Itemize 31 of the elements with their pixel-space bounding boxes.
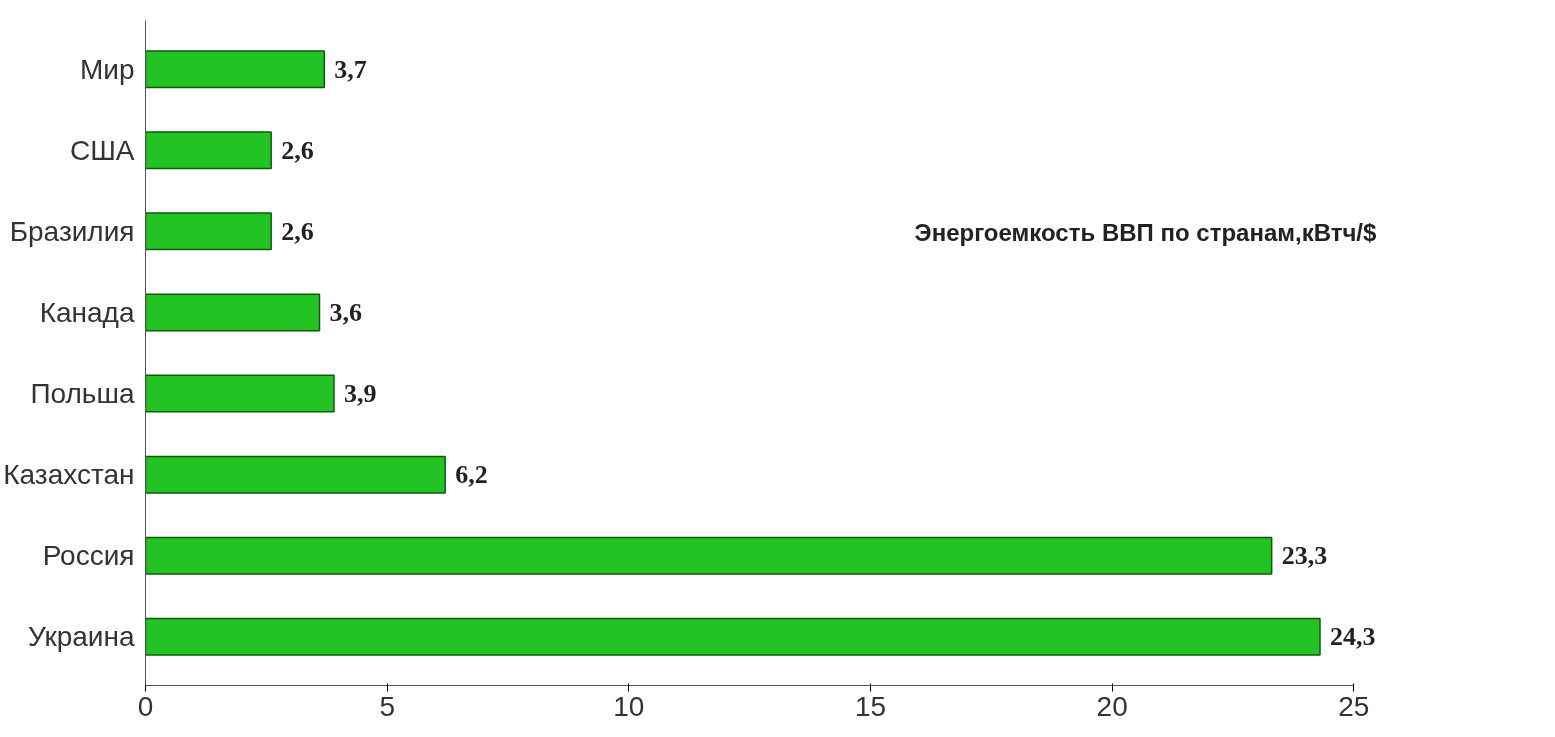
y-tick-label: Польша — [30, 378, 135, 410]
data-label: 23,3 — [1281, 541, 1328, 571]
x-tick-label: 10 — [613, 690, 645, 722]
y-tick-label: Канада — [39, 296, 135, 328]
bar — [145, 212, 272, 251]
y-tick-label: Казахстан — [3, 459, 135, 491]
x-tick-label: 0 — [137, 690, 154, 722]
x-tick-label: 20 — [1096, 690, 1128, 722]
y-tick-label: Мир — [79, 53, 135, 85]
y-tick-label: Бразилия — [9, 215, 135, 247]
bar — [145, 50, 326, 89]
data-label: 6,2 — [455, 460, 488, 490]
x-tick-label: 25 — [1338, 690, 1370, 722]
bar — [145, 455, 446, 494]
bar — [145, 536, 1273, 575]
data-label: 2,6 — [281, 135, 314, 165]
x-tick-label: 15 — [854, 690, 887, 722]
bar — [145, 293, 321, 332]
annotation: Энергоемкость ВВП по странам,кВтч/$ — [914, 218, 1378, 246]
y-tick-label: Россия — [42, 540, 135, 572]
data-label: 2,6 — [281, 216, 314, 246]
data-label: 3,9 — [344, 379, 377, 409]
data-label: 24,3 — [1330, 622, 1376, 652]
y-tick-label: США — [69, 134, 135, 166]
x-tick-label: 5 — [379, 690, 395, 722]
y-tick-label: Украина — [27, 621, 135, 653]
bar — [145, 131, 272, 170]
bar — [145, 617, 1321, 656]
bar — [145, 374, 335, 413]
data-label: 3,6 — [329, 297, 362, 327]
data-label: 3,7 — [334, 54, 367, 84]
